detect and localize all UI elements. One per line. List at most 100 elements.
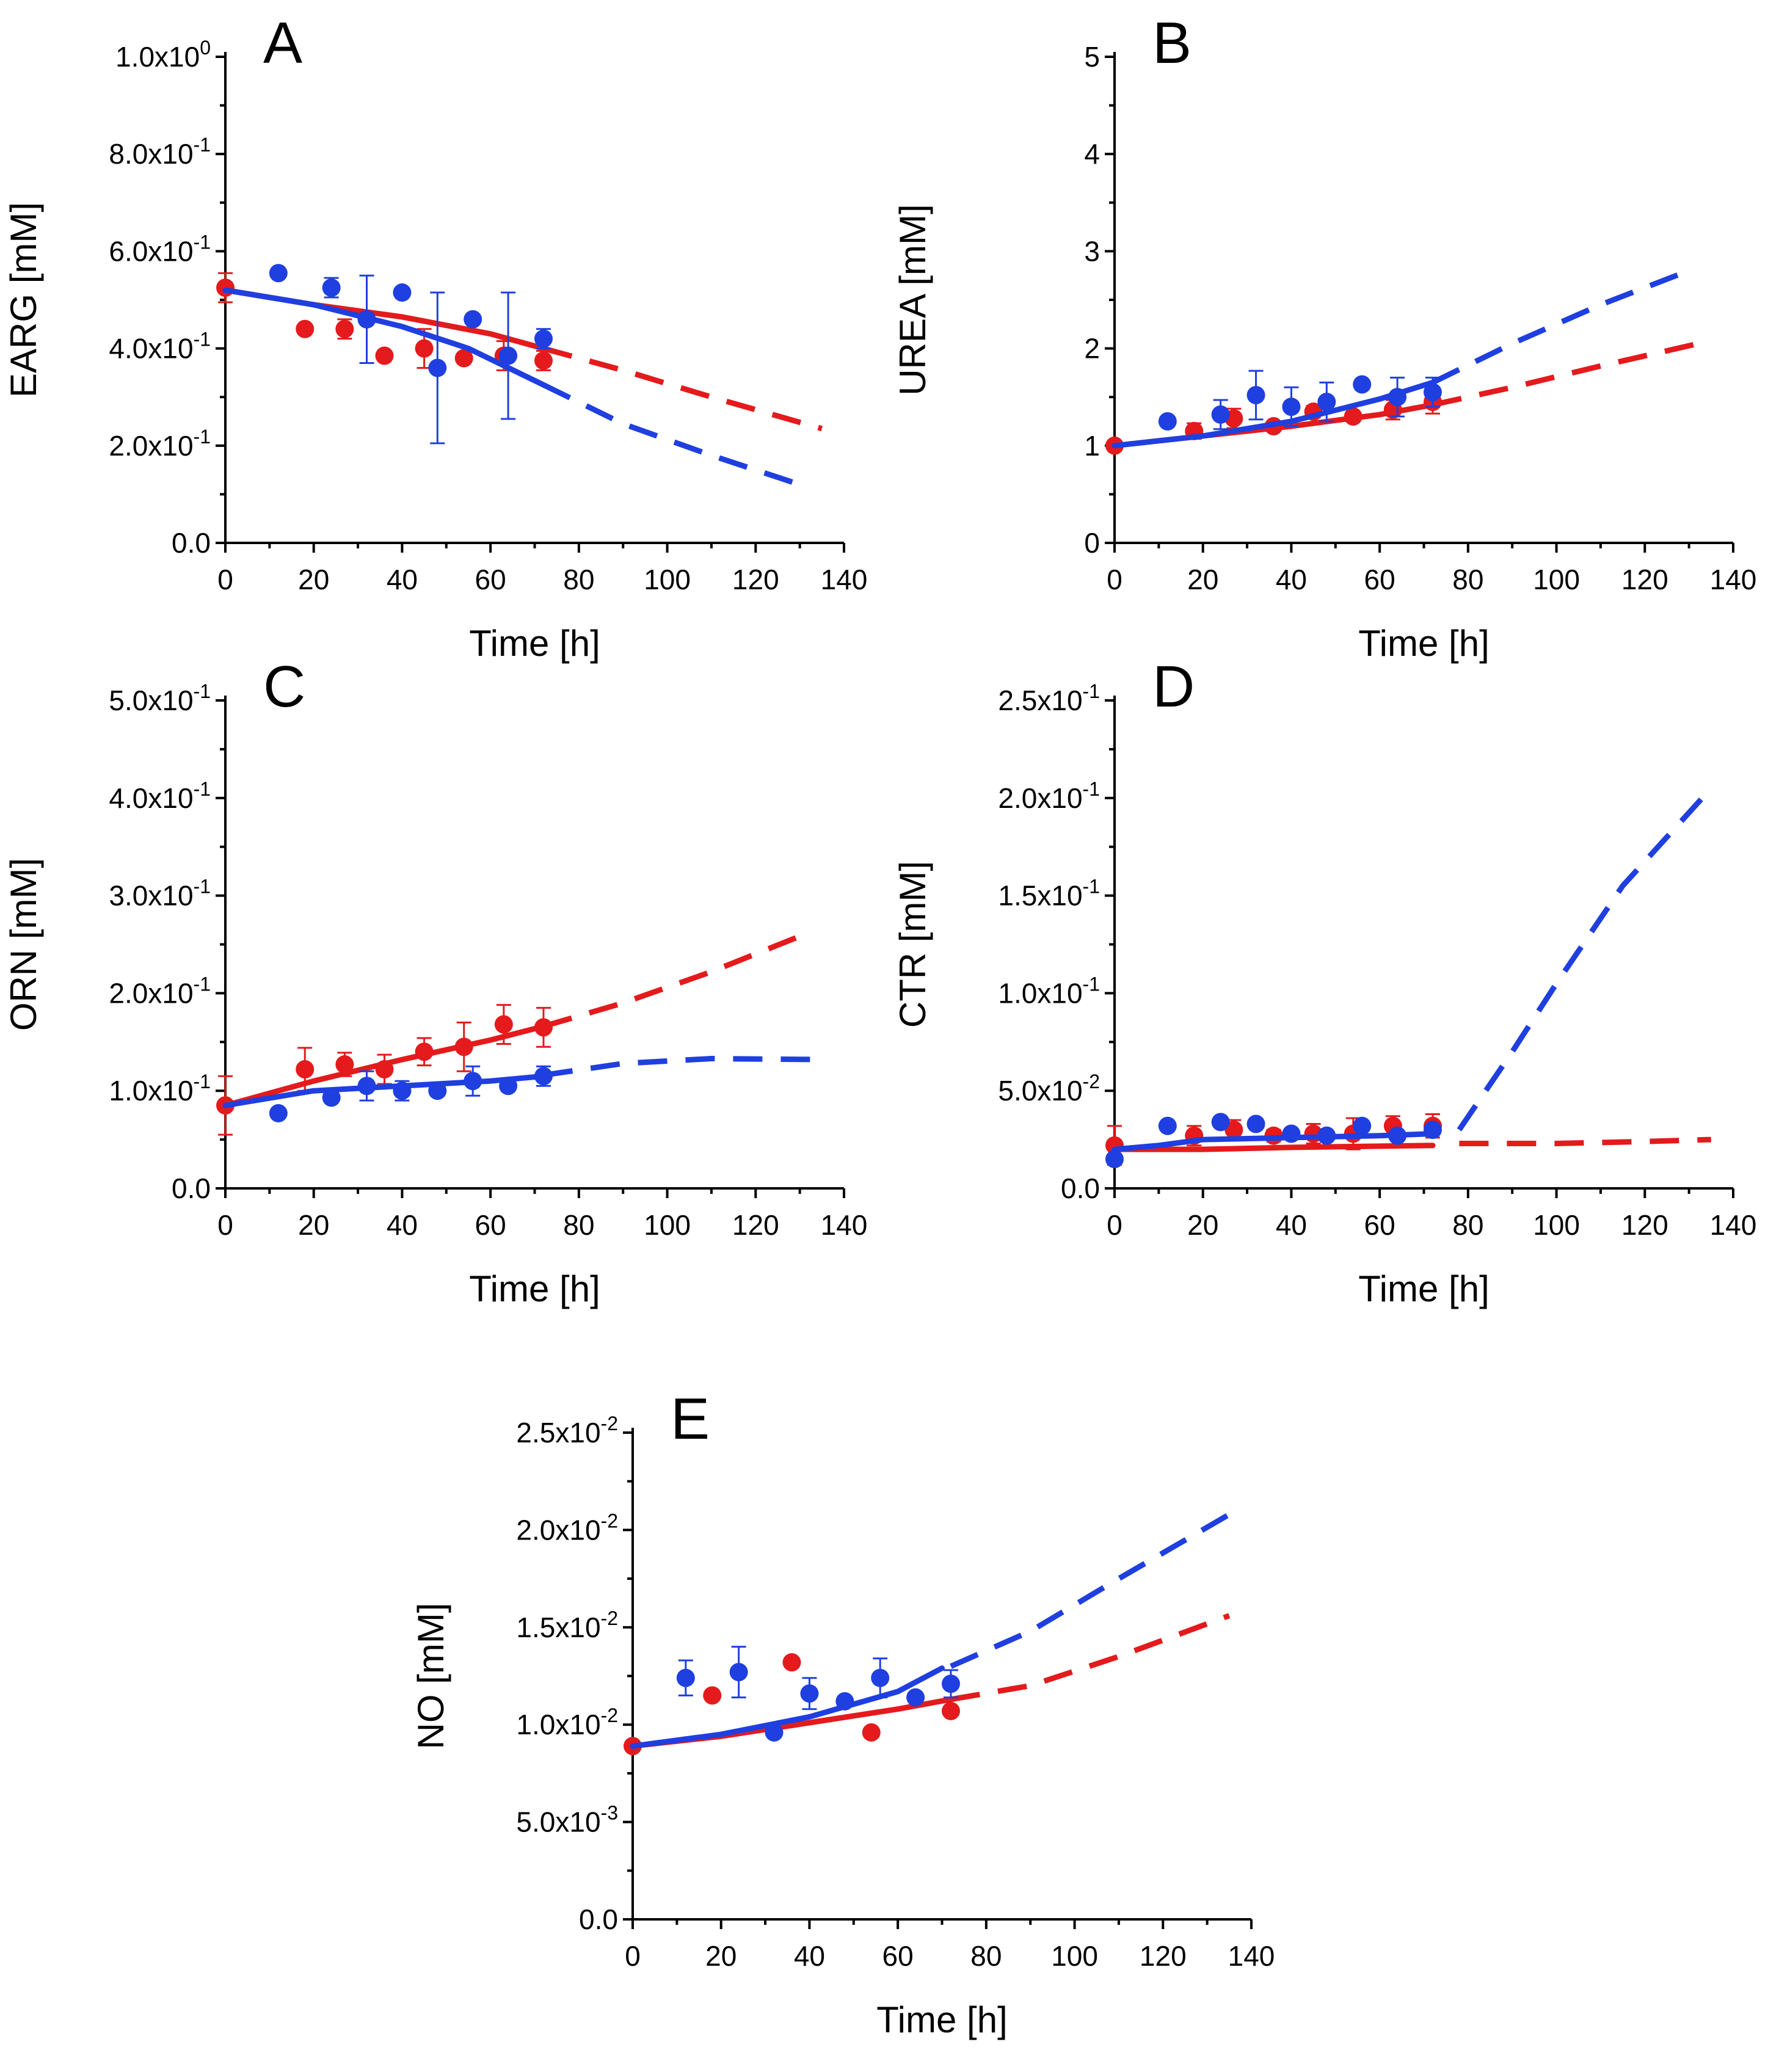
y-tick-label: 1.0x10-1: [109, 1071, 211, 1107]
panel-letter: D: [1152, 654, 1195, 719]
x-tick-label: 140: [821, 564, 868, 595]
x-tick-label: 0: [625, 1940, 641, 1972]
x-tick-label: 140: [821, 1209, 868, 1241]
prediction-line: [950, 1512, 1231, 1669]
data-point: [494, 1015, 513, 1034]
panel-b: 0 20 40 60 80 100 120 140 0 1 2 3 4 5 Time [h] UREA [mM…: [892, 10, 1756, 664]
x-tick-label: 40: [387, 1209, 418, 1241]
prediction-line: [542, 930, 810, 1030]
y-tick-label: 3.0x10-1: [109, 876, 211, 912]
data-point: [375, 346, 394, 365]
data-point: [296, 1060, 315, 1079]
x-tick-label: 140: [1710, 1209, 1757, 1241]
x-tick-label: 40: [1276, 1209, 1307, 1241]
y-tick-label: 4: [1084, 138, 1100, 170]
x-tick-label: 0: [217, 1209, 233, 1241]
prediction-line: [1432, 268, 1690, 385]
y-tick-label: 2.0x10-2: [516, 1510, 618, 1546]
data-point: [1317, 393, 1336, 412]
x-tick-label: 120: [1140, 1940, 1187, 1972]
data-point: [335, 319, 354, 338]
data-point: [375, 1060, 394, 1079]
y-tick-label: 1.5x10-1: [998, 876, 1100, 912]
y-tick-label: 5.0x10-1: [109, 680, 211, 716]
panel-letter: C: [263, 654, 305, 719]
data-point: [415, 339, 434, 358]
x-tick-label: 140: [1228, 1940, 1275, 1972]
data-point: [335, 1055, 354, 1074]
y-axis-title: CTR [mM]: [892, 861, 933, 1028]
x-tick-label: 40: [1276, 564, 1307, 595]
x-tick-label: 60: [1364, 564, 1395, 595]
data-point: [1353, 1116, 1372, 1135]
x-tick-label: 100: [1051, 1940, 1098, 1972]
data-point: [269, 264, 288, 283]
data-point: [464, 310, 482, 329]
series-red: [216, 272, 823, 432]
x-tick-label: 80: [1452, 1209, 1483, 1241]
x-tick-label: 100: [1533, 564, 1580, 595]
x-tick-label: 20: [298, 564, 329, 595]
y-tick-label: 5.0x10-3: [516, 1802, 618, 1838]
panel-letter: A: [263, 10, 302, 76]
data-point: [941, 1701, 960, 1720]
data-point: [534, 1067, 553, 1086]
y-tick-label: 2.5x10-1: [998, 680, 1100, 716]
data-point: [1158, 1116, 1177, 1135]
y-tick-label: 1.0x10-1: [998, 973, 1100, 1009]
fit-line: [1111, 1143, 1436, 1152]
data-point: [454, 1038, 473, 1056]
x-tick-label: 80: [563, 1209, 594, 1241]
data-point: [906, 1688, 925, 1707]
prediction-line: [543, 1055, 822, 1078]
data-point: [499, 346, 518, 365]
panel-a: 0 20 40 60 80 100 120 140 0.0 2.0x10-1 4.0x10-1 6.0…: [3, 10, 867, 664]
y-tick-label: 5.0x10-2: [998, 1071, 1100, 1107]
prediction-line: [542, 346, 823, 432]
data-point: [534, 329, 553, 348]
data-point: [1158, 412, 1177, 431]
y-tick-label: 6.0x10-1: [109, 231, 211, 267]
y-tick-label: 2.5x10-2: [516, 1412, 618, 1449]
x-tick-label: 0: [1107, 564, 1122, 595]
data-point: [1211, 1113, 1230, 1132]
data-point: [428, 1081, 447, 1100]
data-point: [1317, 1126, 1336, 1145]
series-blue: [222, 1055, 822, 1122]
x-tick-label: 60: [475, 564, 506, 595]
data-point: [871, 1668, 890, 1687]
panel-letter: B: [1152, 10, 1191, 76]
data-point: [322, 278, 341, 297]
x-tick-label: 120: [732, 564, 779, 595]
y-tick-label: 0: [1084, 527, 1100, 559]
data-point: [835, 1692, 854, 1710]
data-point: [269, 1103, 288, 1122]
y-tick-label: 2.0x10-1: [109, 426, 211, 462]
x-tick-label: 40: [794, 1940, 825, 1972]
y-tick-label: 1.0x10-2: [516, 1704, 618, 1740]
x-tick-label: 120: [732, 1209, 779, 1241]
data-point: [1282, 1124, 1301, 1143]
panel-letter: E: [671, 1386, 710, 1452]
x-tick-label: 40: [387, 564, 418, 595]
data-point: [393, 283, 412, 302]
x-tick-label: 0: [217, 564, 233, 595]
prediction-line: [1459, 1136, 1711, 1146]
data-point: [296, 319, 315, 338]
x-tick-label: 100: [1533, 1209, 1580, 1241]
data-point: [1388, 1126, 1407, 1145]
data-point: [941, 1674, 960, 1693]
y-tick-label: 0.0: [172, 527, 211, 559]
data-point: [428, 358, 447, 377]
x-axis-title: Time [h]: [469, 1268, 600, 1309]
prediction-line: [1457, 786, 1714, 1132]
prediction-line: [542, 382, 801, 487]
y-axis-title: ORN [mM]: [3, 858, 44, 1031]
y-axis-title: UREA [mM]: [892, 204, 933, 395]
x-axis-title: Time [h]: [1358, 1268, 1489, 1309]
data-point: [1423, 1121, 1442, 1140]
x-axis-title: Time [h]: [1358, 623, 1489, 664]
data-point: [1211, 405, 1230, 424]
x-tick-label: 60: [1364, 1209, 1395, 1241]
x-axis-title: Time [h]: [469, 623, 600, 664]
